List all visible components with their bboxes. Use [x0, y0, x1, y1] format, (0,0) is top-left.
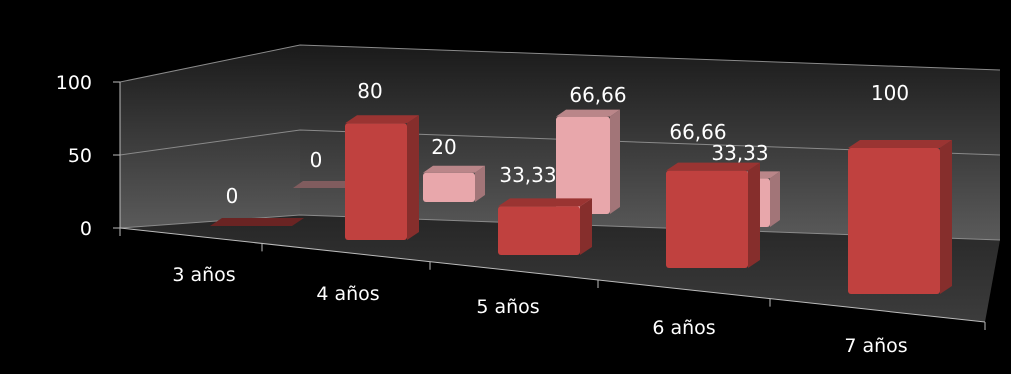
- x-tick-label: 5 años: [476, 296, 539, 318]
- gridline-50: [119, 129, 1001, 156]
- y-tick-label: 0: [80, 218, 92, 240]
- data-label: 0: [226, 184, 239, 208]
- side-wall: [120, 45, 300, 228]
- gridline-100: [119, 44, 1001, 83]
- bar-back-1: [423, 165, 485, 202]
- data-label: 66,66: [569, 83, 626, 107]
- bar-front-2: [498, 198, 592, 255]
- gridline-0: [119, 214, 1001, 241]
- x-tick-label: 3 años: [172, 264, 235, 286]
- x-tick-label: 4 años: [316, 283, 379, 305]
- bar-back-0: [293, 181, 357, 188]
- bar-back-2: [556, 109, 620, 214]
- data-label: 66,66: [669, 120, 726, 144]
- bar-front-3: [666, 162, 760, 268]
- bar-front-4: [848, 140, 952, 294]
- bar-front-1: [345, 115, 419, 240]
- x-axis-line: [119, 227, 986, 323]
- data-label: 20: [431, 135, 456, 159]
- data-label: 80: [357, 79, 382, 103]
- floor: [120, 215, 1000, 322]
- x-tick-label: 7 años: [844, 335, 907, 357]
- x-tick-label: 6 años: [652, 317, 715, 339]
- data-label: 33,33: [711, 141, 768, 165]
- y-tick-label: 50: [68, 145, 92, 167]
- data-label: 100: [871, 81, 909, 105]
- data-label: 33,33: [499, 163, 556, 187]
- data-label: 0: [310, 148, 323, 172]
- y-tick-label: 100: [56, 72, 92, 94]
- bar-front-0: [210, 218, 304, 226]
